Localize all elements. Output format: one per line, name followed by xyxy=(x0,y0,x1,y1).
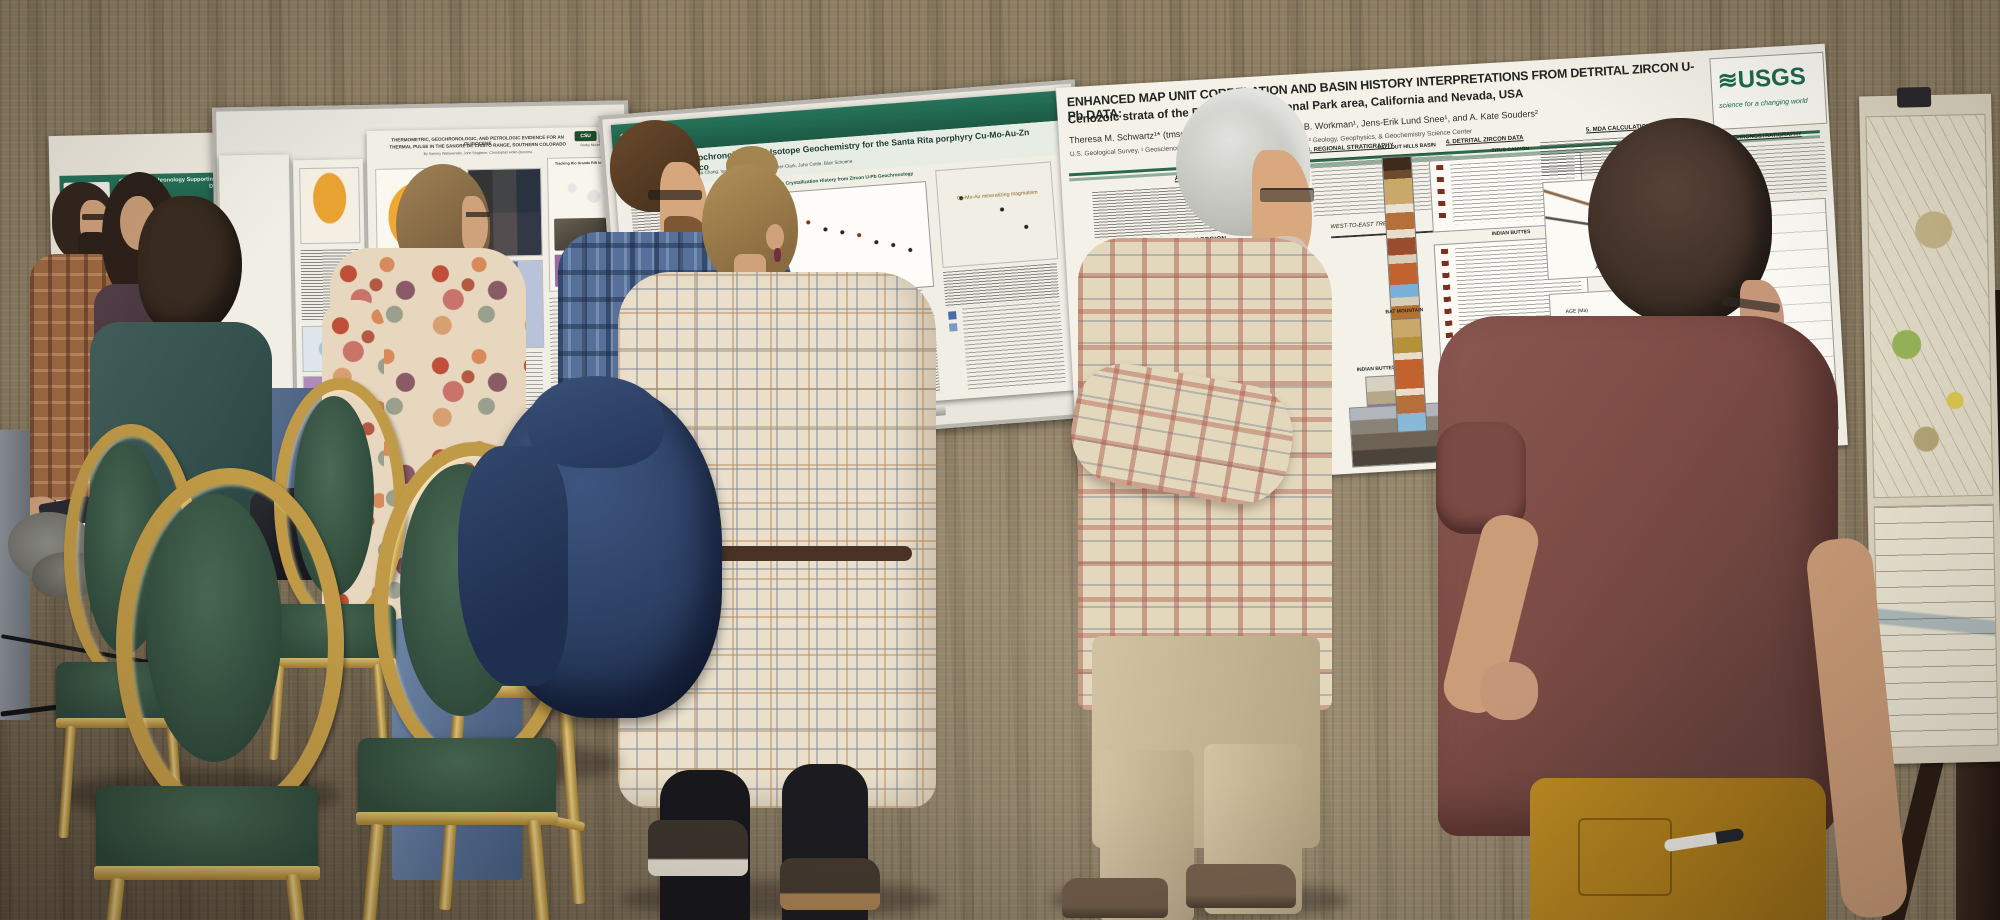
usgs-tagline: science for a changing world xyxy=(1718,97,1808,110)
person-shoe xyxy=(1062,878,1168,918)
glasses xyxy=(648,190,702,200)
binder-clip xyxy=(1896,86,1932,108)
chair-leg xyxy=(93,877,125,920)
chair xyxy=(80,468,344,920)
chair-seat-cushion xyxy=(358,738,556,820)
chair-leg xyxy=(527,819,554,920)
person-clog xyxy=(648,820,748,876)
chair-seat-frame xyxy=(356,812,558,825)
navy-jacket xyxy=(458,376,758,730)
mineralization-panel: Cu-Mo-Au mineralizing magmatism xyxy=(935,161,1059,269)
person-hair-curly xyxy=(138,196,242,336)
person-maroon xyxy=(1428,118,1938,920)
chair-leg xyxy=(356,823,385,920)
glasses xyxy=(466,212,490,217)
jacket-drape xyxy=(458,446,568,686)
santa-rita-col3-text xyxy=(961,301,1066,391)
bat-mountain-column xyxy=(1390,317,1428,433)
glasses xyxy=(1260,188,1314,202)
usgs-logo-text: USGS xyxy=(1737,62,1807,94)
chair-seat-cushion xyxy=(96,786,318,874)
person-clog xyxy=(780,858,880,910)
earring xyxy=(774,248,781,262)
legend-blue-box xyxy=(948,323,958,332)
chair-seat-frame xyxy=(94,866,320,880)
person-gray-hair xyxy=(1056,88,1336,920)
person-shoe xyxy=(1186,864,1296,908)
chair-leg xyxy=(285,873,317,920)
chair-leg xyxy=(58,725,76,839)
partial-leg xyxy=(0,430,30,720)
santa-rita-col3-text xyxy=(942,263,1060,308)
jacket-hood xyxy=(528,376,664,468)
pocket-seam xyxy=(1578,818,1672,896)
usgs-wave-icon: ≋ xyxy=(1716,66,1739,95)
santa-rita-annotation: Cu-Mo-Au mineralizing magmatism xyxy=(956,189,1038,202)
chair-seat-frame xyxy=(56,718,190,728)
chair-back-cushion xyxy=(146,494,282,762)
person-hand-hip xyxy=(1480,662,1538,720)
glasses xyxy=(82,214,110,220)
person-face xyxy=(462,196,488,252)
legend-blue-box xyxy=(948,311,957,320)
poster-sangre-byline: By Sammy Walawender, John Singleton, Chr… xyxy=(423,150,533,156)
person-ear xyxy=(766,224,784,250)
